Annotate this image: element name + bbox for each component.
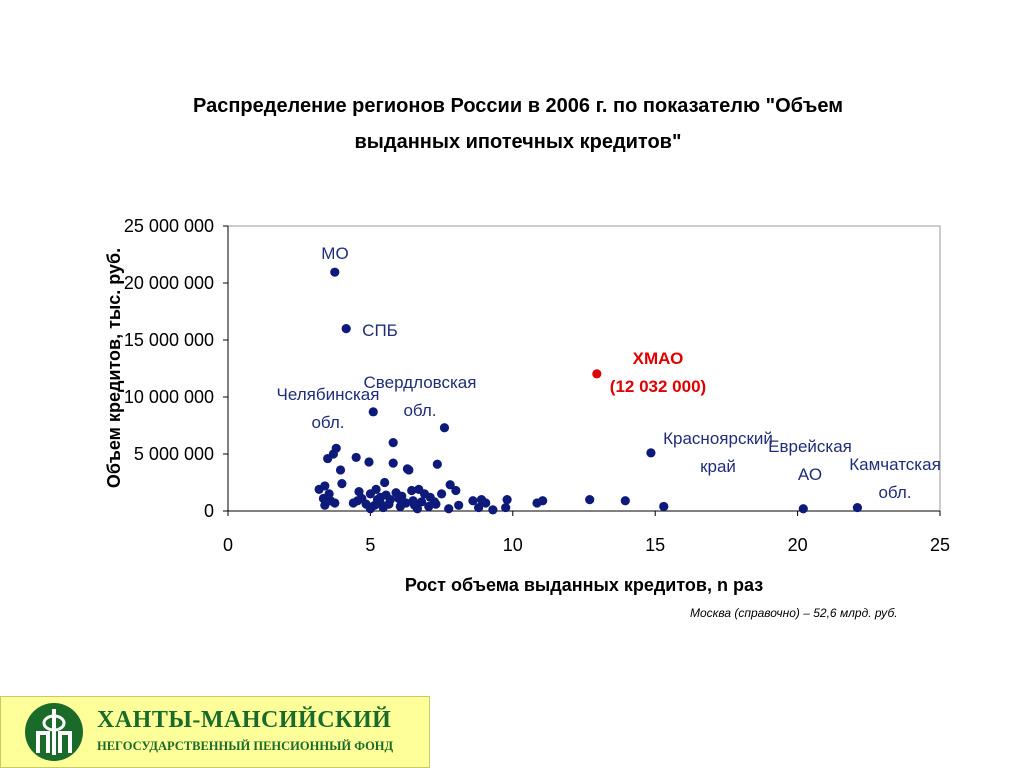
data-point (335, 465, 346, 475)
logo-subtitle: НЕГОСУДАРСТВЕННЫЙ ПЕНСИОННЫЙ ФОНД (97, 739, 394, 753)
data-point (451, 485, 461, 496)
footnote: Москва (справочно) – 52,6 млрд. руб. (690, 606, 898, 620)
logo-banner: ХАНТЫ-МАНСИЙСКИЙ НЕГОСУДАРСТВЕННЫЙ ПЕНСИ… (0, 696, 430, 768)
data-point (437, 489, 447, 499)
data-point (439, 423, 450, 433)
data-point (417, 497, 427, 507)
point-annotation: Красноярский (663, 429, 773, 448)
y-tick-label: 5 000 000 (134, 444, 214, 464)
x-tick-label: 20 (788, 535, 808, 555)
plot-area (227, 225, 941, 512)
data-point (432, 459, 442, 469)
data-point (798, 504, 808, 514)
data-point (481, 498, 491, 508)
x-tick-label: 15 (645, 535, 665, 555)
data-point (659, 501, 669, 512)
data-point (445, 480, 455, 490)
data-point (474, 502, 484, 513)
data-point (408, 496, 418, 506)
data-point-highlight (592, 369, 602, 379)
data-point (318, 493, 329, 504)
data-point (407, 485, 417, 496)
point-annotation: обл. (311, 413, 344, 432)
data-point (585, 495, 595, 505)
point-annotation: Еврейская (768, 437, 852, 456)
data-point (502, 495, 512, 505)
data-point (337, 479, 347, 489)
x-tick-label: 25 (930, 535, 950, 555)
y-tick-label: 25 000 000 (124, 216, 214, 236)
data-point (852, 502, 863, 513)
data-point (323, 453, 333, 464)
data-point (351, 452, 361, 463)
chart-title: Распределение регионов России в 2006 г. … (150, 88, 886, 160)
data-point (468, 496, 478, 506)
point-annotation: край (700, 457, 736, 476)
y-tick-label: 20 000 000 (124, 273, 214, 293)
point-annotation: обл. (403, 401, 436, 420)
data-point (320, 500, 330, 510)
data-point (424, 501, 434, 512)
point-annotation: Свердловская (364, 373, 477, 392)
data-point (330, 267, 340, 277)
data-point (364, 457, 374, 467)
point-annotation: АО (798, 465, 822, 484)
data-point (501, 502, 511, 513)
point-annotation: СПБ (362, 321, 398, 340)
y-axis-label: Объем кредитов, тыс. руб. (104, 248, 124, 488)
y-tick-label: 15 000 000 (124, 330, 214, 350)
logo-title: ХАНТЫ-МАНСИЙСКИЙ (97, 707, 392, 733)
data-point (384, 499, 394, 509)
data-point (431, 499, 441, 509)
x-tick-label: 0 (223, 535, 233, 555)
data-point (330, 498, 340, 508)
data-point (454, 500, 464, 510)
point-annotation: обл. (878, 483, 911, 502)
data-point (488, 505, 498, 515)
point-annotation: МО (321, 244, 348, 263)
y-tick-label: 0 (204, 501, 214, 521)
data-point (368, 407, 378, 417)
data-point (394, 493, 404, 504)
data-point (372, 495, 383, 505)
data-point (371, 484, 381, 494)
data-point (357, 493, 367, 504)
x-tick-label: 10 (503, 535, 523, 555)
x-tick-label: 5 (365, 535, 375, 555)
data-point (404, 465, 414, 475)
point-annotation: ХМАО (633, 349, 684, 368)
data-point (341, 324, 351, 334)
point-annotation: Челябинская (277, 385, 380, 404)
data-point (412, 504, 422, 514)
data-point (314, 484, 324, 494)
point-annotation: (12 032 000) (610, 377, 706, 396)
x-axis-label: Рост объема выданных кредитов, n раз (405, 575, 763, 595)
chart-title-line1: Распределение регионов России в 2006 г. … (193, 95, 843, 117)
point-annotation: Камчатская (849, 455, 941, 474)
scatter-chart: 0 5 10 15 20 25 0 5 000 000 10 000 000 15 000 000… (104, 216, 950, 595)
data-point (401, 498, 411, 508)
fund-emblem-icon (25, 703, 83, 761)
chart-title-line2: выданных ипотечных кредитов" (354, 131, 682, 153)
y-tick-label: 10 000 000 (124, 387, 214, 407)
data-point (388, 438, 398, 448)
data-point (620, 496, 630, 506)
data-point (444, 504, 454, 514)
data-point (646, 448, 656, 458)
data-point (388, 458, 398, 468)
data-point (538, 496, 548, 506)
data-point (380, 477, 390, 488)
